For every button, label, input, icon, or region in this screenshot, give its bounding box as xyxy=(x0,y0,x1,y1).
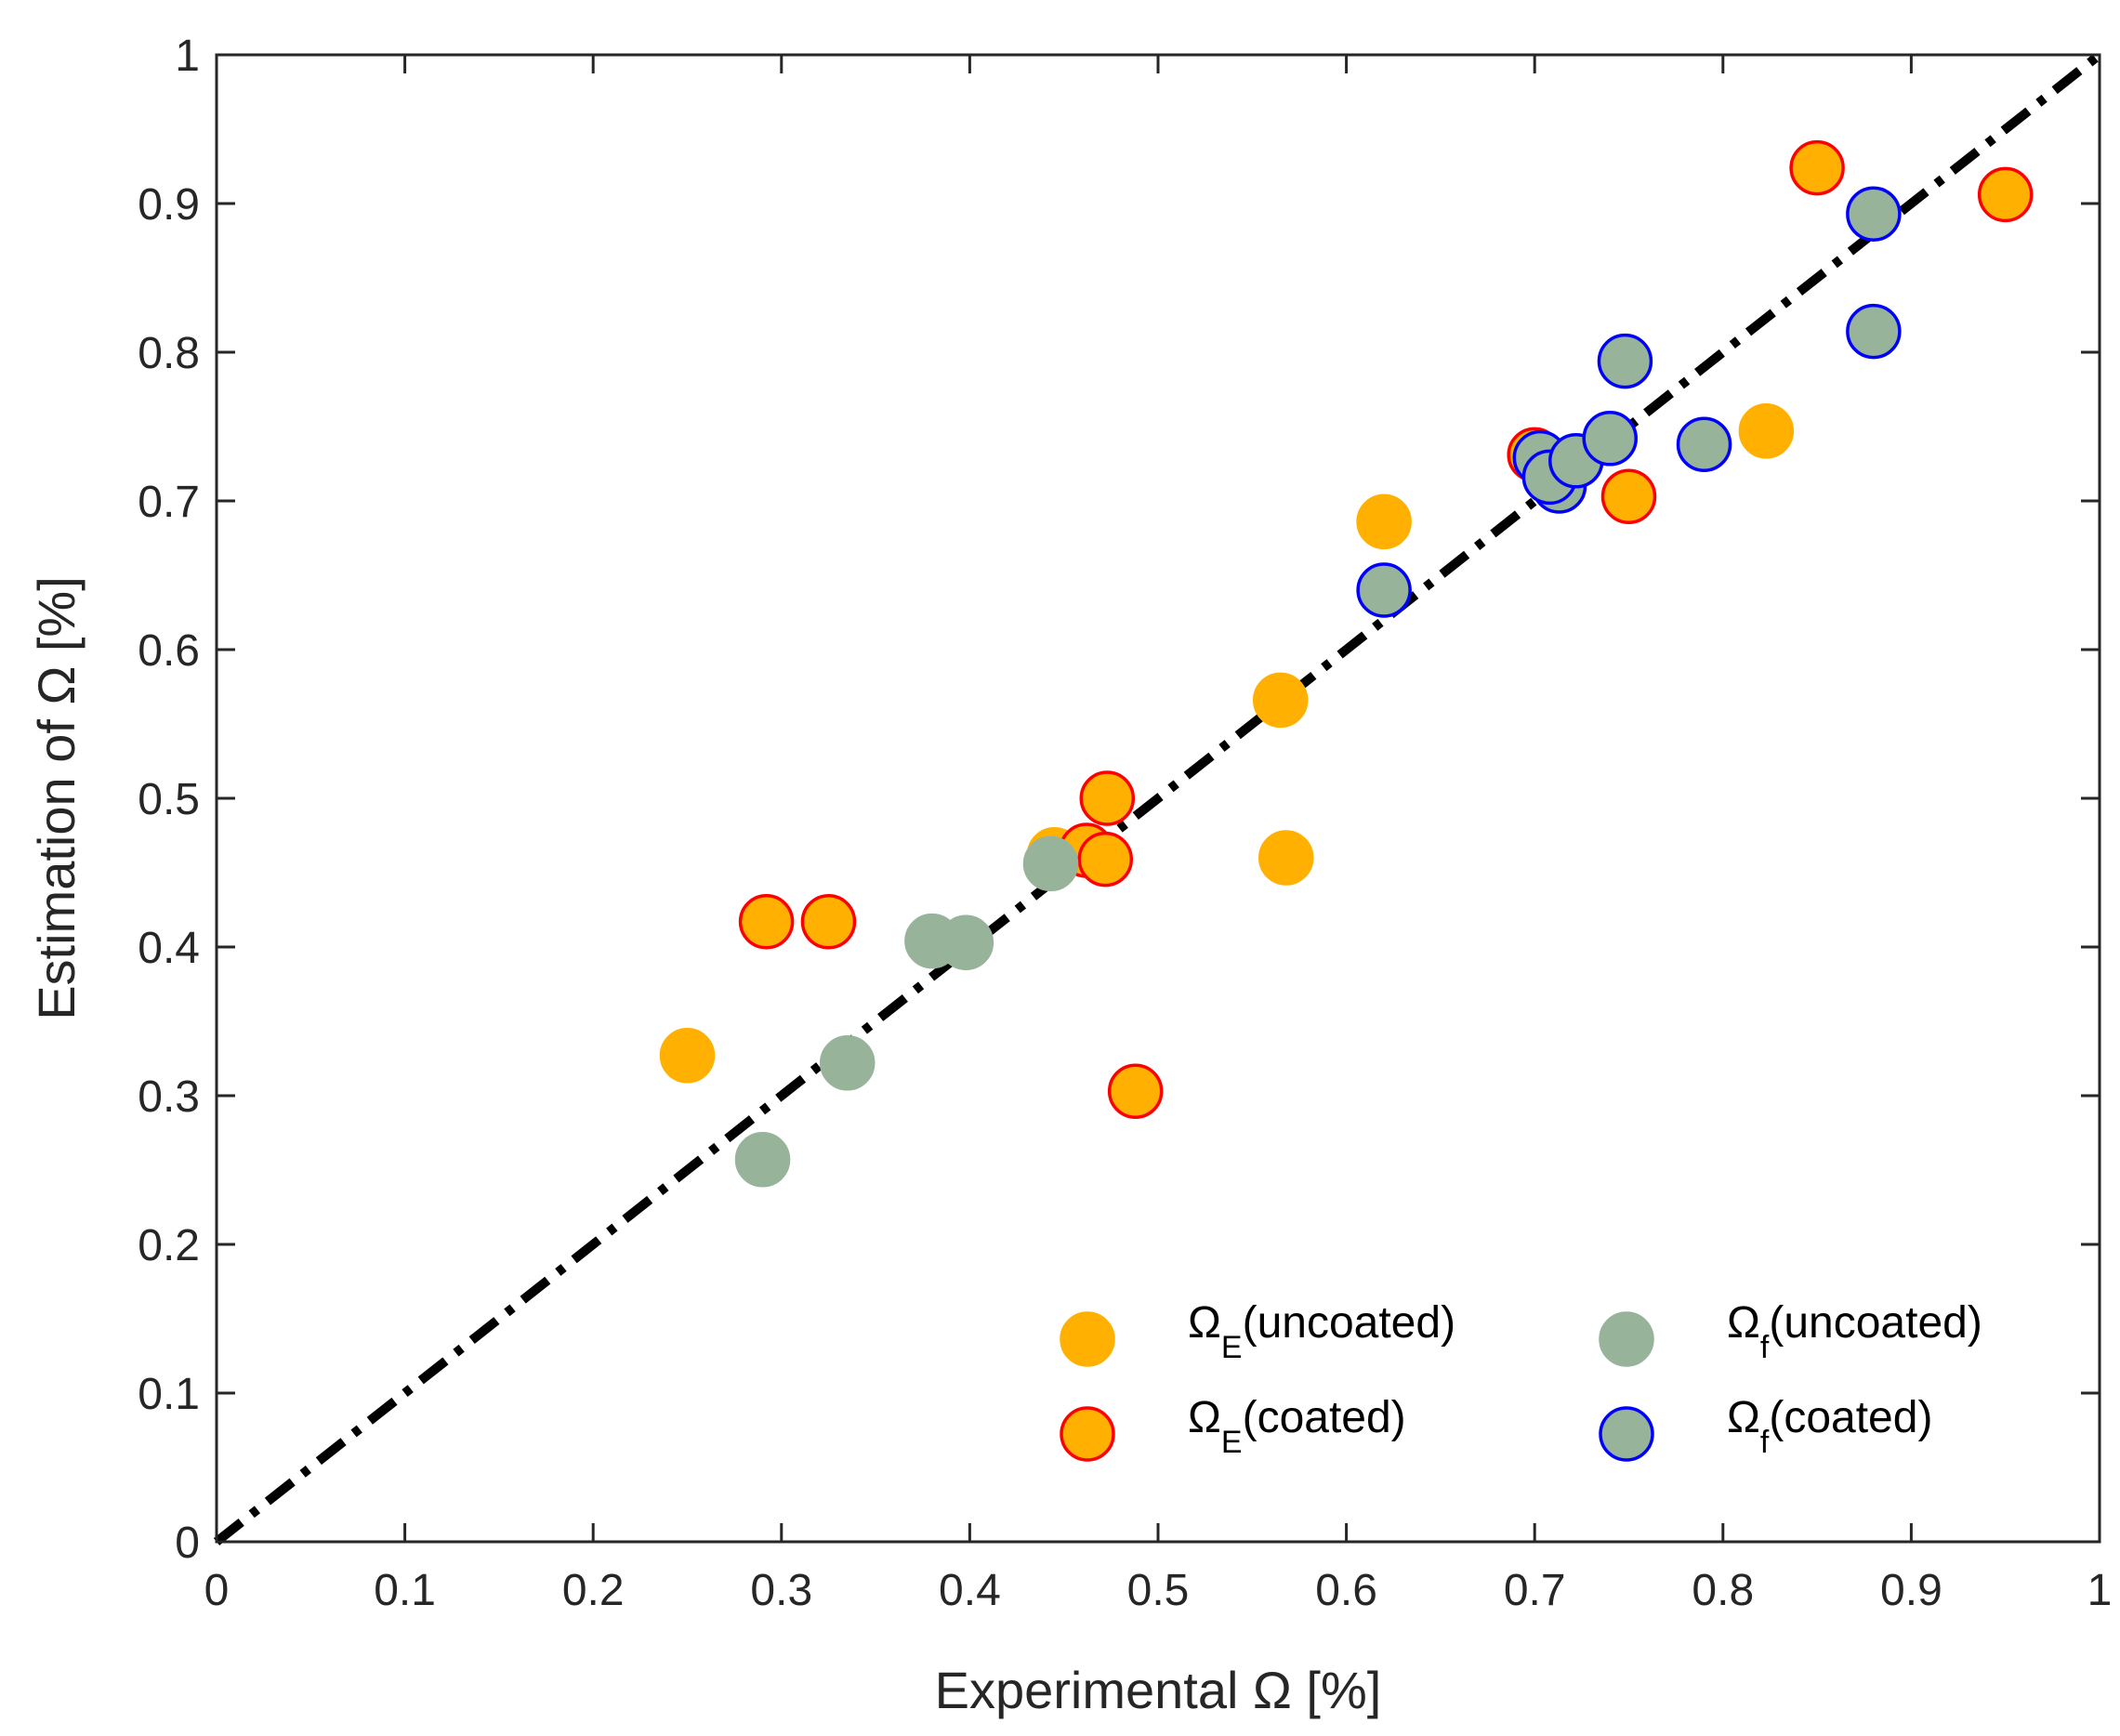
x-tick-label: 0.4 xyxy=(939,1566,1001,1615)
data-point xyxy=(938,914,994,970)
y-tick-label: 0.1 xyxy=(138,1370,200,1419)
data-point xyxy=(1252,672,1309,729)
legend-label: Ωf(coated) xyxy=(1727,1393,1932,1460)
data-point xyxy=(1582,411,1638,467)
legend: ΩE(uncoated) Ωf(uncoated) ΩE(coated) Ωf(coa… xyxy=(1060,1298,1982,1462)
data-point xyxy=(1022,835,1079,892)
data-point xyxy=(1738,403,1795,459)
y-tick-label: 0.9 xyxy=(138,180,200,230)
x-tick-label: 0.5 xyxy=(1127,1566,1190,1615)
legend-label: ΩE(uncoated) xyxy=(1188,1298,1455,1365)
data-point xyxy=(819,1035,876,1091)
data-point xyxy=(1356,562,1412,618)
legend-item-1: ΩE(coated) xyxy=(1060,1393,1406,1462)
reference-line-layer xyxy=(213,51,2103,1545)
x-tick-label: 0.1 xyxy=(374,1566,436,1615)
legend-marker xyxy=(1060,1406,1115,1462)
x-tick-label: 0.3 xyxy=(750,1566,812,1615)
legend-item-2: Ωf(uncoated) xyxy=(1599,1298,1982,1367)
y-tick-label: 0.8 xyxy=(138,329,200,378)
y-tick-label: 0.5 xyxy=(138,775,200,824)
legend-item-0: ΩE(uncoated) xyxy=(1060,1298,1455,1367)
series-2 xyxy=(734,835,1079,1188)
x-tick-label: 0.2 xyxy=(562,1566,625,1615)
y-tick-label: 0.3 xyxy=(138,1072,200,1122)
data-point xyxy=(1107,1063,1164,1119)
legend-marker xyxy=(1599,1406,1654,1462)
data-point xyxy=(1846,303,1902,360)
data-point xyxy=(1600,468,1657,524)
data-point xyxy=(1258,830,1314,886)
data-point xyxy=(800,894,857,950)
series-3 xyxy=(1356,186,1902,618)
series-0 xyxy=(659,403,1795,1084)
legend-label: Ωf(uncoated) xyxy=(1727,1298,1982,1365)
y-tick-label: 1 xyxy=(175,32,200,81)
axis-ticks-layer: 0 0.1 0.2 0.3 0.4 0.5 0.6 0.7 0.8 0.9 1 0 0.1 0.2 0.3 0… xyxy=(138,32,2112,1615)
x-tick-label: 0.7 xyxy=(1504,1566,1566,1615)
data-point xyxy=(1977,166,2034,223)
x-tick-label: 0 xyxy=(204,1566,230,1615)
x-tick-label: 0.8 xyxy=(1692,1566,1754,1615)
data-point xyxy=(1789,139,1845,196)
y-tick-label: 0.7 xyxy=(138,478,200,527)
legend-marker xyxy=(1599,1311,1654,1367)
data-point xyxy=(1077,831,1134,888)
data-points-layer xyxy=(659,139,2034,1188)
data-point xyxy=(1597,333,1653,389)
data-point xyxy=(1676,416,1732,472)
legend-label: ΩE(coated) xyxy=(1188,1393,1406,1460)
legend-marker xyxy=(1060,1311,1115,1367)
y-tick-label: 0.2 xyxy=(138,1221,200,1270)
y-axis-title: Estimation of Ω [%] xyxy=(27,576,86,1020)
data-point xyxy=(1846,186,1902,242)
reference-line-y-equals-x xyxy=(213,51,2103,1545)
y-tick-label: 0.6 xyxy=(138,626,200,676)
x-tick-label: 1 xyxy=(2087,1566,2113,1615)
data-point xyxy=(659,1028,716,1084)
y-tick-label: 0 xyxy=(175,1519,200,1568)
data-point xyxy=(734,1132,791,1188)
legend-item-3: Ωf(coated) xyxy=(1599,1393,1932,1462)
x-tick-label: 0.9 xyxy=(1880,1566,1942,1615)
x-tick-label: 0.6 xyxy=(1315,1566,1377,1615)
data-point xyxy=(1356,493,1412,550)
data-point xyxy=(1079,770,1136,826)
x-axis-title: Experimental Ω [%] xyxy=(935,1661,1382,1719)
data-point xyxy=(738,894,795,950)
y-tick-label: 0.4 xyxy=(138,924,200,973)
